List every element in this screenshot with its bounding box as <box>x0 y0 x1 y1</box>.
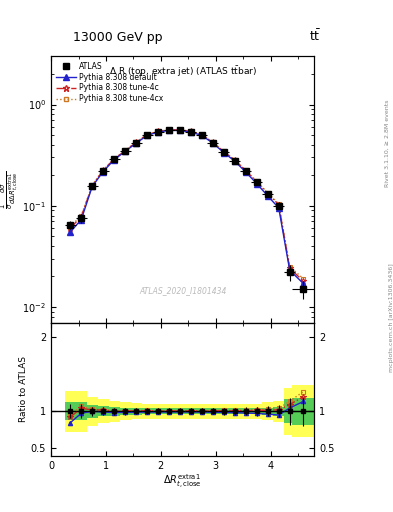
Text: $\Delta$ R (top, extra jet) (ATLAS t$\bar{\mathrm{t}}$bar): $\Delta$ R (top, extra jet) (ATLAS t$\ba… <box>109 65 257 79</box>
Bar <box>65 391 76 432</box>
Bar <box>141 404 152 419</box>
Bar <box>87 396 98 426</box>
Bar <box>292 386 314 437</box>
Bar <box>251 409 262 414</box>
Bar <box>98 399 109 423</box>
Y-axis label: $\frac{1}{\sigma}\frac{d\sigma}{d\Delta R_{t,\mathrm{close}}^{\mathrm{extra1}}}$: $\frac{1}{\sigma}\frac{d\sigma}{d\Delta … <box>0 170 20 208</box>
Bar <box>241 409 251 414</box>
Bar <box>174 404 185 419</box>
Bar <box>76 402 87 420</box>
Bar <box>273 401 284 422</box>
Bar <box>76 391 87 432</box>
Bar <box>262 402 273 420</box>
Bar <box>109 401 119 422</box>
Bar <box>241 404 251 419</box>
Bar <box>185 409 196 414</box>
Text: 13000 GeV pp: 13000 GeV pp <box>73 31 163 44</box>
Bar <box>185 404 196 419</box>
Bar <box>230 409 241 414</box>
Bar <box>152 409 163 414</box>
Bar <box>130 408 141 415</box>
X-axis label: $\Delta R^{\mathrm{extra1}}_{t,\mathrm{close}}$: $\Delta R^{\mathrm{extra1}}_{t,\mathrm{c… <box>163 473 202 492</box>
Bar <box>119 408 130 415</box>
Bar <box>163 404 174 419</box>
Bar <box>262 408 273 415</box>
Text: $\mathrm{t\bar{t}}$: $\mathrm{t\bar{t}}$ <box>309 28 320 44</box>
Bar <box>119 402 130 420</box>
Bar <box>163 409 174 414</box>
Bar <box>196 404 208 419</box>
Bar <box>251 404 262 419</box>
Bar <box>219 409 230 414</box>
Bar <box>98 406 109 416</box>
Bar <box>109 407 119 416</box>
Legend: ATLAS, Pythia 8.308 default, Pythia 8.308 tune-4c, Pythia 8.308 tune-4cx: ATLAS, Pythia 8.308 default, Pythia 8.30… <box>55 60 165 105</box>
Text: mcplots.cern.ch [arXiv:1306.3436]: mcplots.cern.ch [arXiv:1306.3436] <box>389 263 393 372</box>
Text: Rivet 3.1.10, ≥ 2.8M events: Rivet 3.1.10, ≥ 2.8M events <box>385 100 389 187</box>
Bar <box>130 403 141 419</box>
Bar <box>152 404 163 419</box>
Bar <box>292 398 314 424</box>
Bar <box>196 409 208 414</box>
Bar <box>284 388 295 435</box>
Bar <box>174 409 185 414</box>
Bar <box>208 409 219 414</box>
Y-axis label: Ratio to ATLAS: Ratio to ATLAS <box>19 356 28 422</box>
Bar <box>208 404 219 419</box>
Bar <box>219 404 230 419</box>
Bar <box>87 404 98 418</box>
Bar <box>273 407 284 416</box>
Bar <box>65 402 76 420</box>
Bar <box>230 404 241 419</box>
Bar <box>284 399 295 423</box>
Text: ATLAS_2020_I1801434: ATLAS_2020_I1801434 <box>139 286 226 295</box>
Bar <box>141 409 152 414</box>
